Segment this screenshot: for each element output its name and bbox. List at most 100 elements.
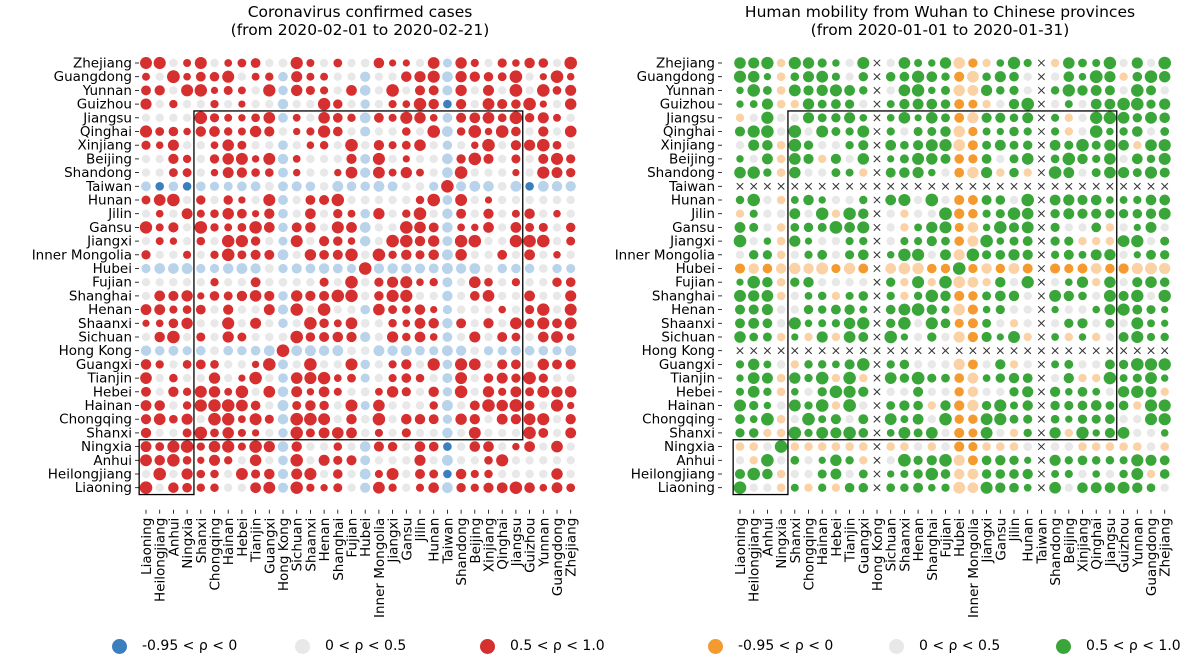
legend-dot-icon [708,638,723,654]
right-matrix-cell [886,127,895,136]
right-matrix-cell [818,154,827,164]
left-matrix-cell [265,141,274,150]
right-col-label: Hong Kong [870,518,886,591]
left-matrix-cell [359,85,371,96]
left-matrix-cell [169,86,178,95]
left-matrix-cell [429,428,438,438]
right-matrix-cell [789,262,801,275]
left-matrix-cell [510,180,522,192]
left-matrix-cell [523,413,536,426]
left-row-label: Hebei [93,384,132,400]
right-matrix-cell [995,373,1005,383]
right-matrix-cell [762,332,772,342]
right-matrix-cell [817,305,827,314]
left-matrix-cell [195,126,206,137]
right-matrix-cell [804,387,813,396]
right-matrix-cell [898,453,911,467]
left-matrix-cell [388,401,397,410]
left-matrix-cell [154,290,166,302]
left-matrix-cell [386,468,399,480]
right-matrix-cell [981,112,992,123]
right-matrix-cell [1009,140,1019,150]
left-row-label: Tianjin [87,371,132,387]
right-matrix-missing-mark [873,292,881,300]
left-matrix-cell [484,196,493,204]
right-matrix-cell [804,332,813,342]
left-matrix-cell [360,387,370,397]
left-matrix-cell [483,222,494,233]
right-matrix-cell [1063,57,1075,69]
left-matrix-cell [509,234,523,248]
left-matrix-cell [414,441,426,452]
right-matrix-cell [1105,456,1115,465]
left-matrix-cell [265,428,274,438]
left-matrix-cell [360,195,370,205]
right-matrix-cell [1159,98,1171,110]
left-matrix-cell [387,276,399,288]
left-matrix-cell [194,426,208,440]
left-matrix-cell [306,456,315,465]
left-matrix-cell [429,373,438,383]
left-matrix-cell [265,373,274,383]
right-matrix-cell [1064,127,1073,136]
right-matrix-cell [1145,276,1157,289]
left-matrix-cell [304,372,317,385]
left-matrix-cell [551,482,563,494]
right-row-label: Xinjiang [661,138,715,154]
left-matrix-cell [196,483,205,492]
right-matrix-cell [898,84,911,97]
left-matrix-cell [305,85,315,95]
left-matrix-cell [195,359,206,370]
left-matrix-cell [320,72,329,81]
right-matrix-cell [1049,454,1061,466]
left-matrix-cell [333,401,342,410]
right-matrix-cell [776,223,786,232]
left-matrix-cell [264,414,274,424]
left-matrix-cell [345,138,358,152]
right-matrix-cell [818,196,826,204]
left-matrix-cell [209,291,220,301]
left-matrix-cell [470,483,479,492]
left-matrix-cell [442,373,453,384]
left-matrix-cell [182,154,192,164]
right-matrix-cell [927,415,936,424]
left-matrix-cell [483,318,494,329]
left-matrix-cell [413,207,427,220]
right-matrix-cell [1077,153,1088,165]
left-matrix-cell [429,291,438,301]
right-matrix-cell [953,139,966,152]
right-matrix-cell [1145,221,1157,233]
right-matrix-cell [941,305,950,314]
left-matrix-cell [317,97,331,111]
right-matrix-cell [733,399,747,412]
left-matrix-cell [182,113,192,123]
right-matrix-cell [926,455,937,466]
left-matrix-cell [278,236,288,246]
right-matrix-cell [1023,58,1032,68]
right-matrix-cell [804,209,813,218]
left-matrix-cell [306,141,315,150]
right-matrix-cell [1009,442,1019,451]
right-matrix-cell [886,442,895,451]
left-chart-title: Coronavirus confirmed cases (from 2020-0… [80,3,640,39]
left-matrix-cell [498,319,507,328]
right-matrix-cell [900,209,909,218]
left-matrix-cell [442,277,453,288]
left-matrix-cell [429,333,438,341]
left-matrix-cell [181,468,193,480]
left-matrix-cell [224,278,233,287]
right-matrix-cell [1103,56,1117,70]
right-matrix-cell [761,454,774,467]
left-matrix-cell [265,401,274,410]
left-matrix-cell [237,456,247,465]
right-matrix-cell [1131,289,1144,303]
left-matrix-cell [292,168,301,177]
right-matrix-missing-mark [873,374,881,382]
left-matrix-cell [333,58,343,68]
right-matrix-cell [926,221,938,234]
right-matrix-cell [1064,442,1074,451]
right-matrix-cell [996,387,1005,396]
left-matrix-cell [306,168,315,177]
right-matrix-cell [749,100,758,109]
right-matrix-cell [1023,442,1032,451]
